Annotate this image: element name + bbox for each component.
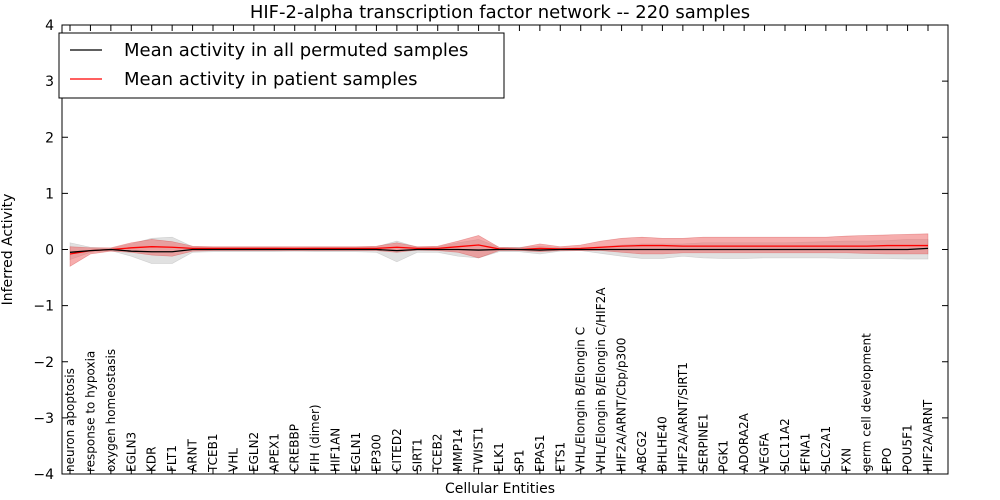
legend-label-permuted: Mean activity in all permuted samples [124, 40, 468, 61]
x-category-label: POU5F1 [901, 424, 915, 472]
y-tick-label: 2 [45, 130, 54, 146]
x-category-label: oxygen homeostasis [104, 349, 118, 472]
x-category-label: VHL/Elongin B/Elongin C/HIF2A [594, 287, 608, 472]
x-category-label: CREBBP [288, 424, 302, 472]
line-mean-permuted-samples [69, 247, 929, 253]
x-category-label: KDR [145, 447, 159, 472]
x-axis-label: Cellular Entities [445, 481, 555, 497]
x-category-label: neuron apoptosis [63, 368, 77, 472]
y-axis-label: Inferred Activity [0, 194, 16, 306]
y-tick-label: 3 [45, 74, 54, 90]
x-category-label: EGLN1 [349, 432, 363, 472]
x-category-label: SLC2A1 [819, 426, 833, 472]
y-tick-label: −2 [33, 355, 54, 371]
x-category-label: EGLN3 [124, 432, 138, 472]
x-category-label: SLC11A2 [778, 418, 792, 472]
x-category-label: TCEB1 [206, 434, 220, 473]
x-category-label: MMP14 [451, 429, 465, 472]
y-ticks: −4 −3 −2 −1 0 1 2 3 4 [33, 18, 948, 483]
x-category-label: ABCG2 [635, 430, 649, 472]
x-category-label: HIF1AN [329, 428, 343, 472]
x-category-label: PGK1 [717, 440, 731, 472]
plot-area-frame [61, 24, 949, 475]
x-category-label: EGLN2 [247, 432, 261, 472]
x-category-label: ARNT [186, 438, 200, 472]
x-category-label: TWIST1 [472, 427, 486, 473]
x-category-label: SERPINE1 [696, 413, 710, 472]
x-category-label: ELK1 [492, 442, 506, 472]
y-tick-label: 0 [45, 243, 54, 259]
x-category-label: CITED2 [390, 428, 404, 472]
x-category-label: HIF2A/ARNT/SIRT1 [676, 362, 690, 472]
x-category-label: APEX1 [267, 433, 281, 472]
x-category-label: TCEB2 [431, 434, 445, 473]
x-category-label: EP300 [369, 434, 383, 472]
x-category-label: germ cell development [860, 333, 874, 472]
x-category-label: FIH (dimer) [308, 404, 322, 472]
y-tick-label: 4 [45, 18, 54, 34]
legend-box [58, 32, 505, 99]
x-category-label: EPAS1 [533, 434, 547, 472]
chart-title: HIF-2-alpha transcription factor network… [250, 2, 750, 23]
x-category-label: ADORA2A [737, 412, 751, 472]
y-tick-label: −4 [33, 467, 54, 483]
x-category-label: EPO [880, 448, 894, 472]
x-tick-labels: neuron apoptosis response to hypoxia oxyge… [63, 25, 935, 474]
x-category-label: ETS1 [553, 442, 567, 472]
legend-label-patient: Mean activity in patient samples [124, 69, 418, 90]
x-category-label: FLT1 [165, 445, 179, 472]
x-category-label: BHLHE40 [655, 416, 669, 472]
x-category-label: VHL/Elongin B/Elongin C [574, 327, 588, 472]
x-category-label: VHL [226, 448, 240, 472]
series-lines [69, 244, 929, 255]
x-category-label: HIF2A/ARNT/Cbp/p300 [615, 338, 629, 472]
x-category-label: HIF2A/ARNT [921, 399, 935, 472]
x-category-label: VEGFA [758, 432, 772, 472]
x-category-label: response to hypoxia [83, 351, 97, 472]
y-tick-label: 1 [45, 186, 54, 202]
y-tick-label: −1 [33, 299, 54, 315]
x-category-label: FXN [839, 448, 853, 472]
x-category-label: EFNA1 [798, 433, 812, 472]
x-category-label: SP1 [512, 450, 526, 473]
x-category-label: SIRT1 [410, 438, 424, 472]
y-tick-label: −3 [33, 411, 54, 427]
legend: Mean activity in all permuted samples Me… [58, 32, 505, 99]
